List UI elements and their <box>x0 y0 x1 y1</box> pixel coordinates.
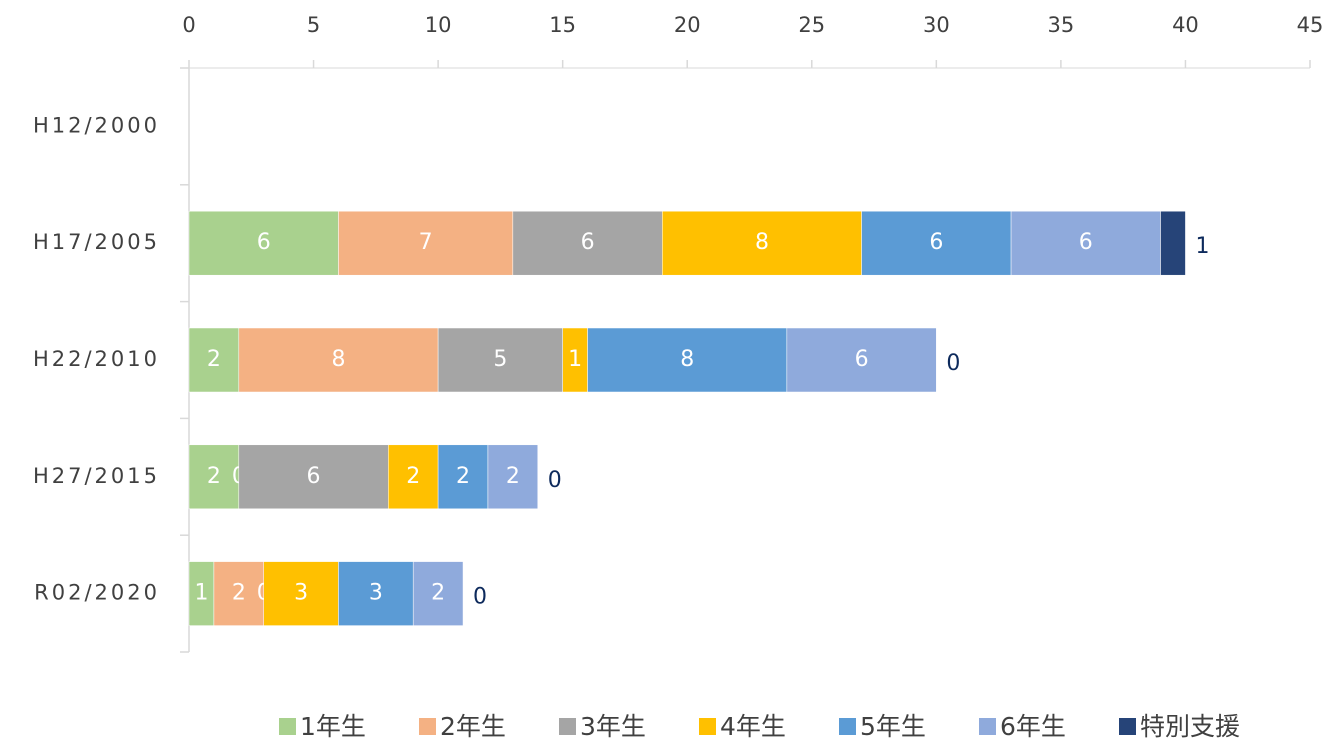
legend-swatch <box>1119 718 1136 735</box>
data-label: 8 <box>331 347 345 372</box>
x-tick-label: 10 <box>425 13 452 37</box>
data-label: 2 <box>506 464 520 489</box>
bar-segment <box>437 327 563 393</box>
legend-label: 2年生 <box>440 712 506 741</box>
bar-segment <box>562 327 588 393</box>
bar-segment <box>188 210 339 276</box>
legend-swatch <box>279 718 296 735</box>
y-tick-label: H27/2015 <box>33 464 160 488</box>
x-tick-label: 30 <box>923 13 950 37</box>
legend-swatch <box>839 718 856 735</box>
x-tick-label: 5 <box>307 13 320 37</box>
data-label: 2 <box>232 581 246 606</box>
bar-segment <box>188 327 240 393</box>
y-tick-label: H22/2010 <box>33 347 160 371</box>
data-label: 0 <box>473 585 487 610</box>
data-label: 5 <box>493 347 507 372</box>
x-tick-label: 40 <box>1172 13 1199 37</box>
bar-segment <box>1010 210 1161 276</box>
data-label: 2 <box>207 347 221 372</box>
data-label: 2 <box>207 464 221 489</box>
bar-segment <box>338 210 514 276</box>
data-label: 1 <box>194 581 208 606</box>
data-label: 1 <box>568 347 582 372</box>
bar-segment <box>412 561 464 626</box>
data-label: 0 <box>946 351 960 376</box>
legend-swatch <box>979 718 996 735</box>
bar-segment <box>388 444 439 510</box>
bar-segment <box>213 561 264 626</box>
data-label: 2 <box>406 464 420 489</box>
legend-label: 5年生 <box>860 712 926 741</box>
bar-segment <box>587 327 788 393</box>
data-label: 6 <box>929 230 943 255</box>
legend-label: 特別支援 <box>1140 712 1240 741</box>
bar-segment <box>238 444 389 510</box>
bar-segment <box>1160 210 1186 276</box>
legend-label: 4年生 <box>720 712 786 741</box>
x-tick-label: 15 <box>549 13 576 37</box>
bar-segment <box>786 327 937 393</box>
x-tick-label: 25 <box>798 13 825 37</box>
legend-swatch <box>419 718 436 735</box>
data-label: 6 <box>1079 230 1093 255</box>
y-tick-label: R02/2020 <box>34 581 160 605</box>
bar-segment <box>238 327 439 393</box>
data-label: 0 <box>548 468 562 493</box>
data-label: 6 <box>855 347 869 372</box>
data-label: 6 <box>257 230 271 255</box>
y-tick-label: H12/2000 <box>33 113 160 137</box>
data-label: 8 <box>680 347 694 372</box>
data-label: 8 <box>755 230 769 255</box>
legend-label: 1年生 <box>300 712 366 741</box>
data-label: 3 <box>369 581 383 606</box>
bar-segment <box>188 561 215 626</box>
bar-segment <box>487 444 539 510</box>
bar-segment <box>338 561 414 626</box>
data-label: 7 <box>419 230 433 255</box>
data-label: 1 <box>1195 234 1209 259</box>
data-label: 6 <box>307 464 321 489</box>
legend-swatch <box>559 718 576 735</box>
x-tick-label: 0 <box>182 13 195 37</box>
legend-swatch <box>699 718 716 735</box>
bar-segment <box>662 210 862 276</box>
data-label: 2 <box>456 464 470 489</box>
x-tick-label: 20 <box>674 13 701 37</box>
bar-segment <box>437 444 489 510</box>
x-tick-label: 45 <box>1297 13 1324 37</box>
bar-segment <box>512 210 663 276</box>
data-label: 3 <box>294 581 308 606</box>
legend-label: 3年生 <box>580 712 646 741</box>
legend-label: 6年生 <box>1000 712 1066 741</box>
data-label: 6 <box>581 230 595 255</box>
y-tick-label: H17/2005 <box>33 230 160 254</box>
data-label: 2 <box>431 581 445 606</box>
bar-segment <box>263 561 339 626</box>
bar-segment <box>188 444 240 510</box>
x-tick-label: 35 <box>1048 13 1075 37</box>
